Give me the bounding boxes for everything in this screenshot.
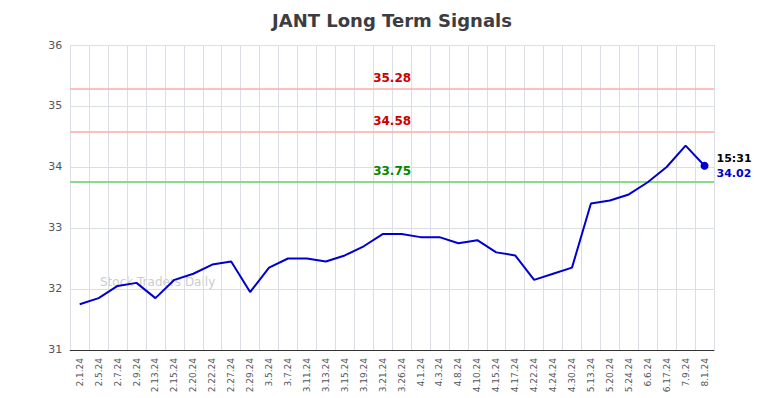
svg-text:2.5.24: 2.5.24 [94,358,104,387]
svg-text:3.26.24: 3.26.24 [397,358,407,393]
svg-text:4.24.24: 4.24.24 [548,358,558,393]
svg-text:3.15.24: 3.15.24 [340,358,350,393]
svg-text:5.24.24: 5.24.24 [624,358,634,393]
svg-text:2.13.24: 2.13.24 [150,358,160,393]
svg-text:4.1.24: 4.1.24 [416,358,426,387]
svg-text:36: 36 [48,39,62,52]
svg-text:4.15.24: 4.15.24 [491,358,501,393]
svg-text:4.22.24: 4.22.24 [529,358,539,393]
svg-text:8.1.24: 8.1.24 [700,358,710,387]
svg-text:6.6.24: 6.6.24 [643,358,653,387]
svg-text:7.9.24: 7.9.24 [681,358,691,387]
svg-text:JANT Long Term Signals: JANT Long Term Signals [270,10,512,31]
svg-text:33.75: 33.75 [373,164,411,178]
svg-text:4.30.24: 4.30.24 [567,358,577,393]
svg-text:2.29.24: 2.29.24 [245,358,255,393]
svg-text:2.15.24: 2.15.24 [169,358,179,393]
svg-text:33: 33 [48,221,62,234]
svg-text:3.5.24: 3.5.24 [264,358,274,387]
svg-text:2.7.24: 2.7.24 [113,358,123,387]
svg-text:2.1.24: 2.1.24 [75,358,85,387]
svg-text:4.3.24: 4.3.24 [434,358,444,387]
svg-text:6.17.24: 6.17.24 [662,358,672,393]
svg-text:2.22.24: 2.22.24 [207,358,217,393]
svg-text:34.02: 34.02 [717,167,752,180]
svg-text:2.27.24: 2.27.24 [226,358,236,393]
svg-text:3.21.24: 3.21.24 [378,358,388,393]
svg-text:34: 34 [48,160,62,173]
svg-text:3.13.24: 3.13.24 [321,358,331,393]
svg-text:35.28: 35.28 [373,71,411,85]
svg-text:31: 31 [48,343,62,356]
svg-text:5.20.24: 5.20.24 [605,358,615,393]
svg-text:32: 32 [48,282,62,295]
svg-text:34.58: 34.58 [373,114,411,128]
svg-text:3.19.24: 3.19.24 [359,358,369,393]
svg-text:Stock Traders Daily: Stock Traders Daily [100,275,216,289]
svg-text:4.8.24: 4.8.24 [453,358,463,387]
svg-text:2.9.24: 2.9.24 [132,358,142,387]
svg-text:4.17.24: 4.17.24 [510,358,520,393]
svg-text:5.13.24: 5.13.24 [586,358,596,393]
svg-text:3.7.24: 3.7.24 [283,358,293,387]
svg-text:3.11.24: 3.11.24 [302,358,312,393]
svg-text:2.20.24: 2.20.24 [188,358,198,393]
svg-text:15:31: 15:31 [717,152,752,165]
svg-text:4.10.24: 4.10.24 [472,358,482,393]
svg-text:35: 35 [48,99,62,112]
